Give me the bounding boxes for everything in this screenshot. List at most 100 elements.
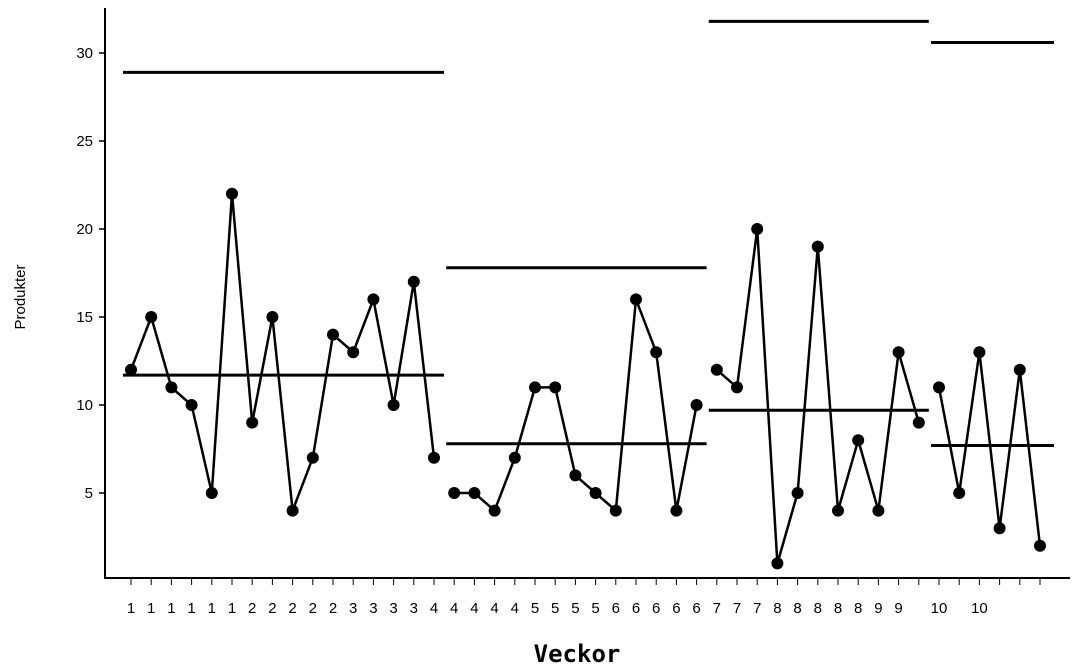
y-tick-label: 10: [76, 397, 93, 414]
data-point: [468, 487, 481, 499]
data-point: [145, 311, 158, 323]
data-point: [246, 416, 259, 429]
x-tick-label: 1: [147, 600, 155, 617]
x-tick-label: 8: [834, 600, 842, 617]
data-point: [852, 434, 865, 447]
y-tick-label: 15: [76, 309, 93, 326]
data-point: [529, 381, 541, 394]
data-point: [569, 469, 582, 482]
data-point: [811, 240, 824, 253]
x-tick-label: 10: [931, 600, 948, 617]
x-tick-label: 1: [127, 600, 135, 617]
data-point: [953, 487, 966, 499]
phase-lines: [123, 19, 1054, 447]
y-tick-label: 30: [76, 45, 93, 62]
series-line: [129, 193, 436, 512]
data-point: [872, 504, 885, 517]
data-point: [488, 504, 501, 517]
data-point: [690, 399, 703, 411]
data-point: [912, 416, 925, 429]
data-point: [428, 451, 440, 464]
data-point: [286, 504, 299, 517]
data-point: [973, 346, 986, 359]
data-point: [933, 381, 945, 394]
data-point: [710, 363, 723, 376]
x-tick-label: 2: [288, 600, 296, 617]
x-tick-label: 3: [369, 600, 377, 617]
x-tick-label: 6: [652, 600, 660, 617]
data-point: [327, 328, 339, 341]
data-point: [125, 363, 137, 376]
data-point: [771, 557, 784, 570]
data-point: [589, 487, 602, 499]
x-tick-label: 1: [228, 600, 236, 617]
x-tick-label: 8: [854, 600, 862, 617]
x-axis-label: Veckor: [534, 640, 621, 668]
x-tick-label: 9: [874, 600, 882, 617]
x-tick-label: 2: [309, 600, 317, 617]
x-tick-label: 5: [551, 600, 559, 617]
x-tick-label: 4: [450, 600, 458, 617]
x-tick-label: 5: [571, 600, 579, 617]
data-point: [993, 522, 1006, 535]
data-point: [205, 487, 218, 499]
data-point: [731, 381, 743, 394]
x-tick-label: 1: [167, 600, 175, 617]
series-line: [715, 228, 921, 564]
x-tick-label: 4: [511, 600, 519, 617]
data-point: [549, 381, 562, 394]
data-point: [832, 504, 844, 517]
data-point: [226, 187, 238, 200]
data-point: [650, 346, 663, 359]
x-tick-label: 6: [692, 600, 700, 617]
x-tick-label: 3: [349, 600, 357, 617]
series: [125, 187, 1046, 570]
x-tick-label: 1: [187, 600, 195, 617]
x-tick-label: 5: [531, 600, 539, 617]
x-tick-label: 1: [208, 600, 216, 617]
x-tick-label: 8: [793, 600, 801, 617]
data-point: [630, 293, 642, 306]
x-tick-label: 4: [430, 600, 438, 617]
x-tick-label: 6: [632, 600, 640, 617]
data-point: [185, 399, 198, 411]
x-tick-label: 9: [894, 600, 902, 617]
x-tick-label: 5: [591, 600, 599, 617]
data-point: [347, 346, 360, 359]
x-tick-label: 4: [470, 600, 478, 617]
data-point: [1013, 363, 1026, 376]
x-tick-label: 6: [672, 600, 680, 617]
x-tick-label: 7: [753, 600, 761, 617]
y-tick-label: 25: [76, 133, 93, 150]
data-point: [751, 223, 764, 235]
x-tick-label: 2: [248, 600, 256, 617]
data-point: [609, 504, 622, 517]
y-tick-label: 20: [76, 221, 93, 238]
x-tick-label: 6: [612, 600, 620, 617]
y-axis-label: Produkter: [12, 264, 29, 329]
data-point: [508, 451, 521, 464]
data-point: [791, 487, 804, 499]
x-tick-label: 3: [389, 600, 397, 617]
data-point: [387, 399, 400, 411]
data-point: [407, 275, 420, 288]
y-ticks: 5 10 15 20 25 30: [76, 45, 105, 502]
x-tick-label: 7: [733, 600, 741, 617]
x-tick-label: 8: [773, 600, 781, 617]
data-point: [892, 346, 905, 359]
axes: [104, 8, 1070, 579]
data-point: [670, 504, 683, 517]
data-point: [266, 311, 279, 323]
series-line: [937, 352, 1042, 546]
data-point: [306, 451, 319, 464]
x-tick-label: 10: [971, 600, 988, 617]
y-tick-label: 5: [85, 485, 93, 502]
x-tick-label: 2: [268, 600, 276, 617]
x-tick-label: 7: [713, 600, 721, 617]
data-point: [1034, 539, 1046, 552]
x-tick-label: 4: [490, 600, 498, 617]
data-point: [448, 487, 461, 499]
x-tick-label: 8: [814, 600, 822, 617]
